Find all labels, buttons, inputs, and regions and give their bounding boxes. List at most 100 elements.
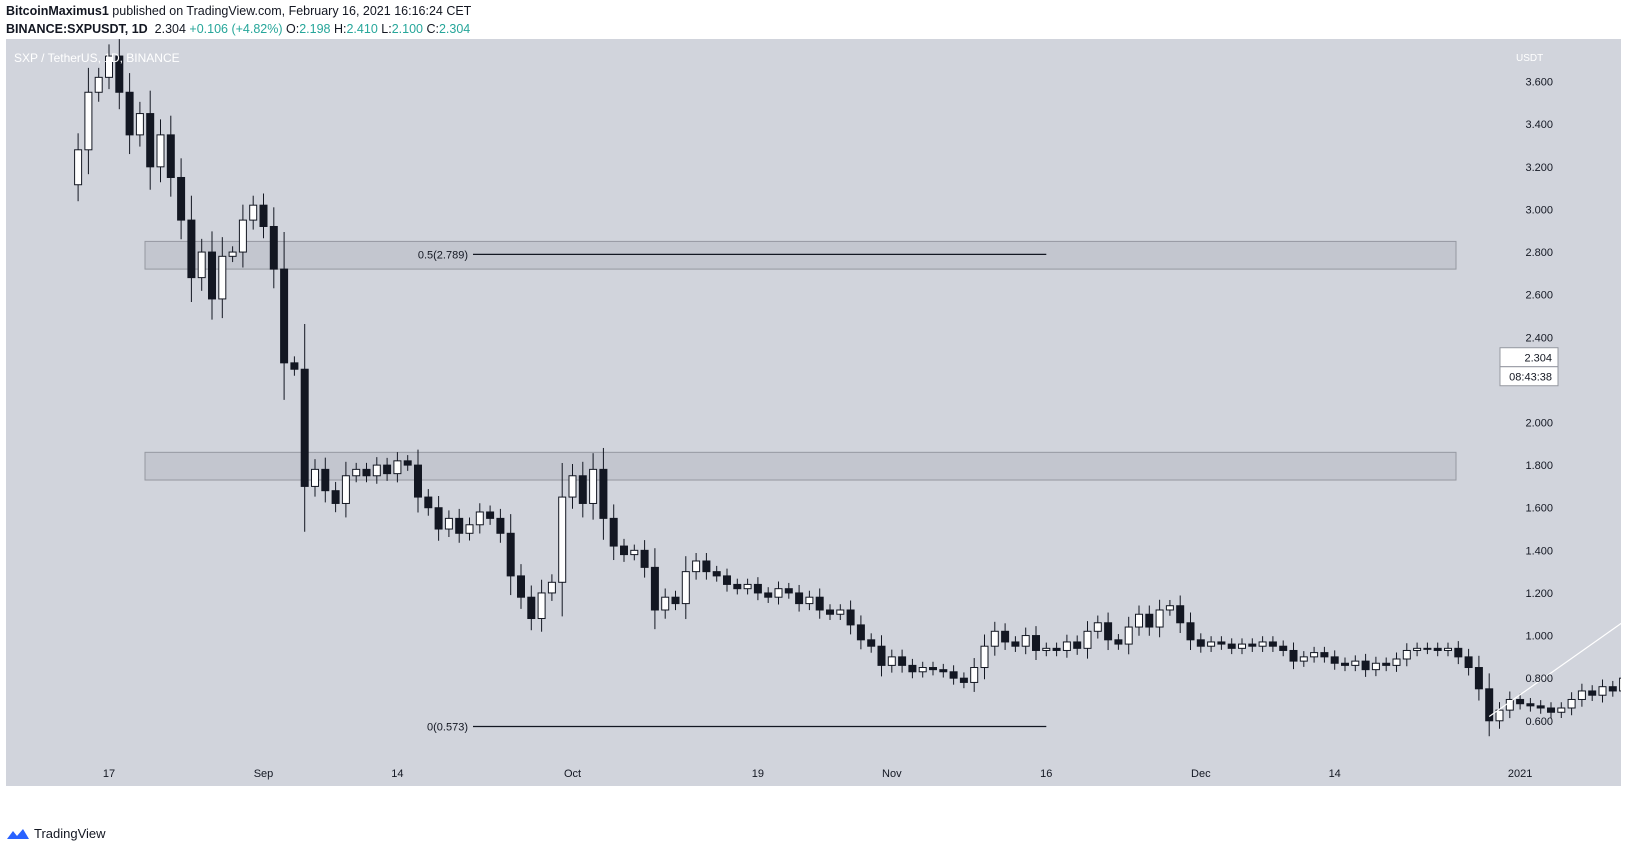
candle[interactable] xyxy=(331,481,340,513)
candle[interactable] xyxy=(887,649,896,673)
candle[interactable] xyxy=(115,39,124,110)
candle[interactable] xyxy=(856,615,865,650)
candle[interactable] xyxy=(1176,595,1185,634)
candle[interactable] xyxy=(692,552,701,580)
resistance-zone-1[interactable] xyxy=(144,451,1457,481)
candle[interactable] xyxy=(455,508,464,543)
candle[interactable] xyxy=(599,447,608,540)
candle[interactable] xyxy=(94,67,103,102)
candle[interactable] xyxy=(74,133,83,202)
candle[interactable] xyxy=(1392,652,1401,672)
candle[interactable] xyxy=(1567,692,1576,716)
candle[interactable] xyxy=(321,457,330,503)
candle[interactable] xyxy=(1207,636,1216,652)
candle[interactable] xyxy=(1557,702,1566,719)
candle[interactable] xyxy=(1062,634,1071,658)
candle[interactable] xyxy=(753,577,762,601)
candle[interactable] xyxy=(980,634,989,680)
price-chart[interactable]: 0.5(2.789)0(0.573) IIIIIIIV12345 0.6000.… xyxy=(6,39,1621,786)
candle[interactable] xyxy=(939,663,948,678)
candle[interactable] xyxy=(465,517,474,541)
candle[interactable] xyxy=(290,356,299,376)
candle[interactable] xyxy=(1474,655,1483,701)
candle[interactable] xyxy=(444,510,453,538)
candle[interactable] xyxy=(1382,657,1391,672)
candle[interactable] xyxy=(826,604,834,621)
candle[interactable] xyxy=(1619,669,1621,699)
candle[interactable] xyxy=(187,195,196,303)
candle[interactable] xyxy=(1217,636,1226,650)
candle[interactable] xyxy=(1052,642,1061,657)
candle[interactable] xyxy=(898,649,907,673)
candle[interactable] xyxy=(1310,646,1319,663)
candle[interactable] xyxy=(1186,612,1195,651)
candle[interactable] xyxy=(846,600,855,635)
candle[interactable] xyxy=(1268,636,1277,652)
candle[interactable] xyxy=(877,635,886,677)
candle[interactable] xyxy=(517,564,525,609)
candle[interactable] xyxy=(527,585,536,631)
candle[interactable] xyxy=(486,505,495,525)
candle[interactable] xyxy=(1042,642,1051,657)
candle[interactable] xyxy=(1351,655,1360,672)
candle[interactable] xyxy=(1413,642,1422,657)
candle[interactable] xyxy=(795,584,804,612)
candle[interactable] xyxy=(630,544,639,561)
candle[interactable] xyxy=(568,464,577,509)
candle[interactable] xyxy=(867,633,876,653)
candle[interactable] xyxy=(650,548,659,630)
candle[interactable] xyxy=(1516,693,1525,710)
candle[interactable] xyxy=(383,457,392,481)
candle[interactable] xyxy=(990,621,999,656)
candle[interactable] xyxy=(197,238,206,291)
candle[interactable] xyxy=(929,661,937,676)
candle[interactable] xyxy=(84,67,93,175)
candle[interactable] xyxy=(949,665,958,685)
candle[interactable] xyxy=(105,44,113,90)
candle[interactable] xyxy=(403,455,412,471)
candle[interactable] xyxy=(1454,641,1463,665)
candle[interactable] xyxy=(1011,636,1020,652)
candle[interactable] xyxy=(135,101,144,147)
price-axis[interactable] xyxy=(1496,39,1621,757)
candle[interactable] xyxy=(609,504,618,561)
candle[interactable] xyxy=(311,459,319,497)
candle[interactable] xyxy=(959,672,968,689)
candle[interactable] xyxy=(1423,642,1432,655)
candle[interactable] xyxy=(424,489,433,516)
candle[interactable] xyxy=(970,658,979,692)
candle[interactable] xyxy=(249,195,258,230)
resistance-zone-0[interactable] xyxy=(144,240,1457,270)
candle[interactable] xyxy=(908,658,917,679)
candle[interactable] xyxy=(1258,636,1267,652)
candle[interactable] xyxy=(475,503,484,534)
candle[interactable] xyxy=(362,462,371,483)
candle[interactable] xyxy=(1093,615,1102,639)
candle[interactable] xyxy=(238,204,247,268)
candle[interactable] xyxy=(1464,648,1473,676)
candle[interactable] xyxy=(1402,643,1411,667)
candle[interactable] xyxy=(1227,638,1236,655)
candle[interactable] xyxy=(836,604,845,621)
candle[interactable] xyxy=(1165,599,1174,616)
candle[interactable] xyxy=(414,449,422,513)
candle[interactable] xyxy=(1526,697,1535,712)
candle[interactable] xyxy=(1104,612,1113,651)
candle[interactable] xyxy=(805,590,814,611)
candle[interactable] xyxy=(774,581,783,605)
candle[interactable] xyxy=(269,207,278,289)
candle[interactable] xyxy=(1299,651,1308,667)
candle[interactable] xyxy=(723,568,731,592)
candle[interactable] xyxy=(1145,605,1154,636)
candle[interactable] xyxy=(712,565,721,582)
candle[interactable] xyxy=(259,193,268,239)
candle[interactable] xyxy=(1485,673,1494,737)
candle[interactable] xyxy=(208,231,216,320)
candle[interactable] xyxy=(166,115,175,197)
brand-footer[interactable]: TradingView xyxy=(6,826,106,841)
candle[interactable] xyxy=(558,462,567,617)
candle[interactable] xyxy=(1341,657,1349,672)
candle[interactable] xyxy=(1330,650,1339,670)
candle[interactable] xyxy=(1495,702,1504,729)
candle[interactable] xyxy=(228,246,237,263)
